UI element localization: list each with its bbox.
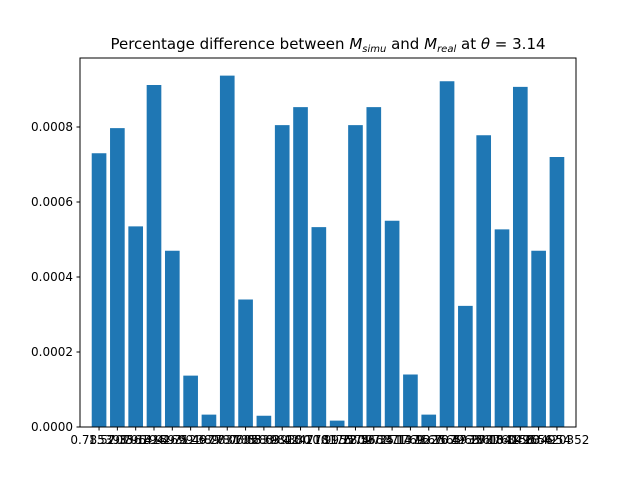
x-tick-label: 0.785398 xyxy=(70,433,127,447)
x-tick-label: 9.424778 xyxy=(272,433,329,447)
bar xyxy=(128,226,144,427)
bar xyxy=(421,414,437,427)
bar xyxy=(384,220,400,427)
x-tick-label: 3.926991 xyxy=(144,433,201,447)
bar xyxy=(494,229,510,427)
y-tick-label: 0.0006 xyxy=(31,195,73,209)
plot-frame xyxy=(79,57,577,428)
x-tick-label: 3.141593 xyxy=(125,433,182,447)
bar xyxy=(549,157,565,427)
bar xyxy=(512,86,528,427)
bar xyxy=(146,85,162,427)
bar-series xyxy=(91,75,565,427)
bar xyxy=(366,107,382,427)
x-tick-label: 7.853982 xyxy=(235,433,292,447)
bar xyxy=(256,415,272,427)
y-tick-label: 0.0004 xyxy=(31,270,73,284)
bar xyxy=(219,75,235,427)
bar xyxy=(439,81,455,427)
x-tick-label: 2.356194 xyxy=(107,433,164,447)
x-tick-label: 14.922565 xyxy=(396,433,461,447)
x-tick-label: 7.068583 xyxy=(217,433,274,447)
bar xyxy=(201,414,217,427)
x-tick-label: 6.283185 xyxy=(199,433,256,447)
x-tick-label: 5.497787 xyxy=(180,433,237,447)
bar xyxy=(403,374,418,427)
bar xyxy=(274,125,290,427)
x-tick-label: 12.566371 xyxy=(341,433,406,447)
x-tick-label: 11.780972 xyxy=(323,433,388,447)
y-axis: 0.0000 0.0002 0.0004 0.0006 0.0008 xyxy=(31,120,80,434)
x-tick-label: 17.278760 xyxy=(451,433,516,447)
x-tick-label: 20.420352 xyxy=(524,433,589,447)
x-tick-label: 18.064158 xyxy=(470,433,535,447)
bar xyxy=(91,153,107,427)
x-tick-label: 15.707963 xyxy=(415,433,480,447)
x-axis: 0.7853981.5707962.3561943.1415933.926991… xyxy=(70,427,589,447)
chart-title: Percentage difference between Msimu and … xyxy=(110,35,545,55)
bar xyxy=(293,107,308,427)
bar xyxy=(458,305,473,427)
x-tick-label: 18.849556 xyxy=(488,433,553,447)
x-tick-label: 4.712389 xyxy=(162,433,219,447)
bar xyxy=(183,375,198,427)
bar xyxy=(329,420,345,427)
x-tick-label: 19.634954 xyxy=(506,433,571,447)
bar xyxy=(164,250,180,427)
bar xyxy=(311,227,327,427)
bar xyxy=(348,125,363,427)
bar xyxy=(238,299,253,427)
x-tick-label: 8.639380 xyxy=(254,433,311,447)
x-tick-label: 16.493361 xyxy=(433,433,498,447)
y-tick-label: 0.0008 xyxy=(31,120,73,134)
x-tick-label: 13.351769 xyxy=(360,433,425,447)
x-tick-label: 10.210176 xyxy=(286,433,351,447)
bar xyxy=(531,250,546,427)
y-tick-label: 0.0000 xyxy=(31,420,73,434)
y-tick-label: 0.0002 xyxy=(31,345,73,359)
x-tick-label: 14.137167 xyxy=(378,433,443,447)
bar xyxy=(476,135,492,427)
x-tick-label: 10.995574 xyxy=(305,433,370,447)
bar xyxy=(110,128,125,427)
x-tick-label: 1.570796 xyxy=(89,433,146,447)
